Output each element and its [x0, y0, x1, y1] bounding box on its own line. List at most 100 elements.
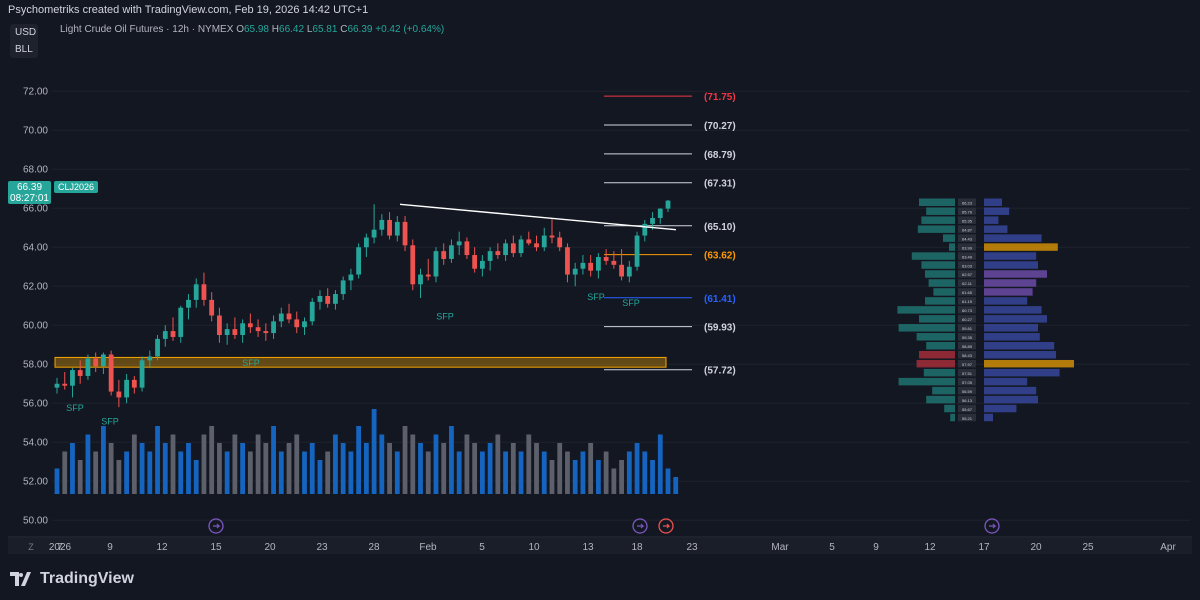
candle-body [155, 338, 160, 357]
candle-body [147, 356, 153, 361]
volume-bar [626, 451, 632, 494]
volume-bar [139, 443, 145, 494]
candle-body [340, 280, 346, 295]
low-label: L [306, 24, 313, 35]
volume-bar [603, 451, 609, 494]
y-tick-label: 56.00 [23, 398, 48, 409]
vp-price: 63.99 [962, 245, 973, 250]
x-tick-label: 12 [156, 542, 168, 553]
vp-price: 57.51 [962, 371, 973, 376]
candle-body [603, 257, 609, 261]
currency-label[interactable]: USD [15, 27, 37, 38]
candle-body [371, 229, 377, 238]
vp-bear-bar [984, 333, 1040, 341]
fib-label: (70.27) [704, 121, 736, 132]
close-label: C [340, 24, 348, 35]
y-tick-label: 64.00 [23, 242, 48, 253]
event-marker-icon [632, 518, 648, 534]
vp-bull-bar [933, 288, 955, 296]
candle-body [309, 301, 315, 322]
trendline [399, 203, 677, 231]
volume-bar [595, 460, 601, 494]
volume-bar [193, 460, 199, 494]
volume-bar [186, 443, 191, 494]
vp-bear-bar [984, 350, 1056, 359]
x-tick-label: 7 [57, 542, 63, 553]
volume-bar [464, 434, 470, 494]
timezone-icon: Z [28, 542, 34, 552]
vp-price: 57.05 [962, 380, 973, 385]
volume-bar [224, 451, 230, 494]
candle-body [193, 284, 199, 300]
volume-bar [302, 451, 307, 494]
volume-bar [286, 443, 292, 494]
y-axis: 72.00 70.00 68.00 66.00 64.00 62.00 60.00 58.00… [23, 86, 48, 526]
event-arrow [663, 523, 671, 529]
vp-bear-bar [984, 279, 1037, 287]
volume-bar [472, 443, 478, 494]
volume-bar [217, 443, 222, 494]
vp-price: 65.35 [962, 218, 973, 223]
low-value: 65.81 [312, 24, 338, 35]
candle-body [333, 294, 338, 304]
candle-body [387, 219, 392, 236]
candle-body [472, 255, 478, 269]
y-tick-label: 54.00 [23, 437, 48, 448]
vp-price-cell [958, 395, 976, 404]
last-price-tag: 66.39 08:27:01 [8, 181, 51, 204]
currency-unit-box[interactable]: USD BLL [10, 24, 38, 58]
vp-bull-bar [950, 413, 955, 422]
vp-bear-bar [984, 234, 1042, 242]
volume-bar [433, 434, 439, 494]
vp-price: 63.03 [962, 263, 973, 268]
candle-body [139, 360, 145, 388]
vp-bull-bar [921, 261, 955, 269]
candle-body [224, 329, 230, 335]
price-chart[interactable]: 72.00 70.00 68.00 66.00 64.00 62.00 60.00 58.00… [0, 0, 1200, 562]
x-tick-label: 10 [528, 542, 540, 553]
volume-bar [503, 451, 508, 494]
x-tick-label: 20 [264, 542, 276, 553]
vp-bull-bar [919, 350, 955, 359]
x-tick-label: 9 [873, 542, 879, 553]
vp-price-cell [958, 386, 976, 395]
candle-body [85, 358, 91, 376]
vp-bull-bar [923, 368, 955, 377]
symbol-title[interactable]: Light Crude Oil Futures · 12h · NYMEX [60, 24, 234, 35]
candle-body [101, 354, 106, 367]
open-value: 65.98 [243, 24, 269, 35]
y-tick-label: 70.00 [23, 125, 48, 136]
vp-price: 60.73 [962, 308, 973, 313]
candle-body [503, 243, 508, 256]
tradingview-logo[interactable]: TradingView [10, 570, 134, 588]
vp-price: 62.11 [962, 281, 972, 286]
volume-bar [70, 443, 75, 494]
volume-bar [650, 460, 655, 494]
unit-label[interactable]: BLL [15, 44, 33, 55]
candle-body [650, 218, 655, 224]
vp-price: 65.79 [962, 209, 973, 214]
x-tick-label: 17 [978, 542, 990, 553]
volume-bar [572, 460, 578, 494]
volume-bar [108, 443, 114, 494]
vp-bull-bar [897, 306, 955, 314]
volume-bar [240, 443, 246, 494]
candle-body [325, 296, 331, 304]
x-tick-label: 18 [631, 542, 643, 553]
candle-body [263, 331, 269, 334]
volume-bar [541, 451, 547, 494]
vp-price: 60.27 [962, 317, 973, 322]
volume-bar [518, 451, 524, 494]
volume-bar [340, 443, 346, 494]
candle-body [634, 235, 640, 267]
vp-price-cell [958, 342, 976, 350]
x-tick-label: 23 [316, 542, 328, 553]
x-tick-label: 12 [924, 542, 936, 553]
candle-body [62, 383, 68, 386]
vp-bear-bar [984, 413, 993, 422]
event-arrow [637, 523, 645, 529]
volume-bar [232, 434, 238, 494]
volume-bar [317, 460, 323, 494]
candle-body [565, 247, 570, 275]
